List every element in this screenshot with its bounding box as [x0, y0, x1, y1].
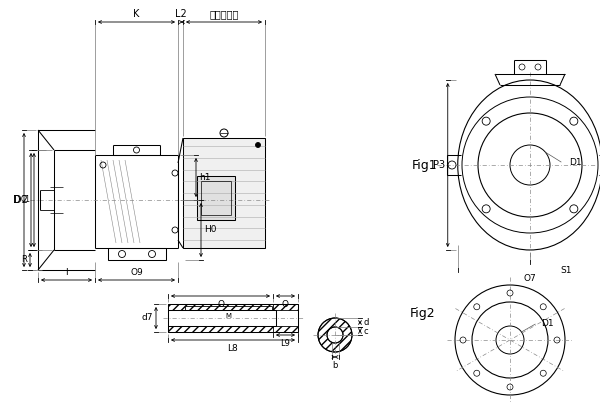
Text: L8: L8 [227, 344, 238, 353]
Text: O: O [282, 300, 289, 309]
Text: M: M [225, 313, 231, 319]
Text: 按电机尺寸: 按电机尺寸 [209, 9, 239, 19]
Bar [197, 176, 235, 220]
Bar [108, 248, 166, 260]
Bar [183, 138, 265, 248]
Text: S1: S1 [560, 266, 572, 275]
Text: d7: d7 [142, 313, 153, 322]
Text: D1: D1 [541, 320, 554, 328]
Text: R: R [21, 256, 27, 264]
Text: D: D [13, 195, 21, 205]
Text: D1: D1 [569, 158, 582, 166]
Text: C1: C1 [21, 196, 31, 205]
Text: L2: L2 [175, 9, 187, 19]
Text: D2: D2 [14, 195, 28, 205]
Circle shape [256, 143, 260, 147]
Text: O7: O7 [524, 274, 536, 283]
Text: H0: H0 [204, 226, 217, 234]
Text: b: b [332, 361, 338, 370]
Text: h1: h1 [199, 173, 211, 182]
Text: Fig1: Fig1 [412, 158, 438, 171]
Text: l: l [65, 268, 68, 277]
Text: Fig2: Fig2 [409, 307, 435, 320]
Text: K: K [133, 9, 140, 19]
Text: d: d [363, 318, 368, 327]
Bar [168, 326, 298, 332]
Text: P3: P3 [433, 160, 445, 170]
Text: c: c [363, 326, 368, 335]
Wedge shape [318, 318, 352, 352]
Bar [168, 304, 298, 310]
Text: L9: L9 [281, 339, 290, 348]
Text: O: O [217, 300, 224, 309]
Text: O9: O9 [130, 268, 143, 277]
